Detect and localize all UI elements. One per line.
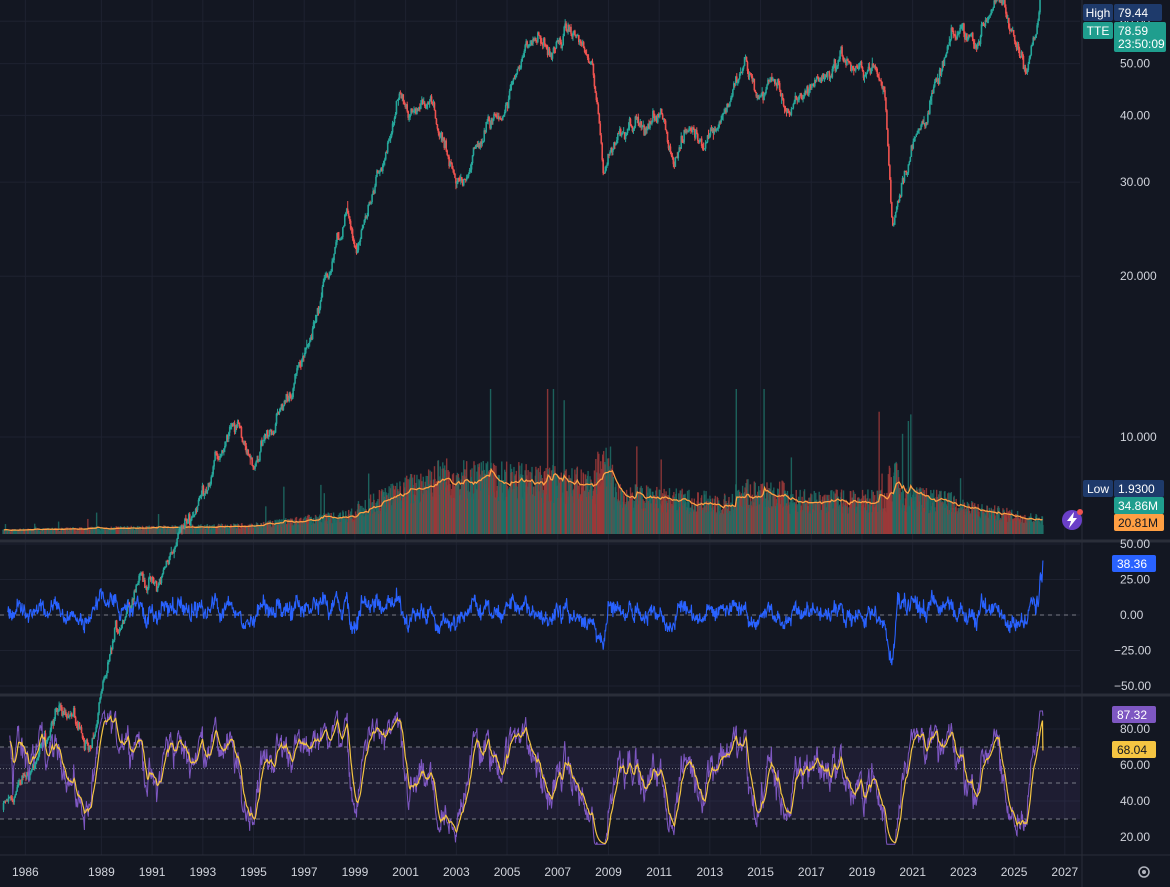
time-tick-label: 2003: [443, 865, 470, 879]
rsi-axis[interactable]: 80.00 60.00 40.00 20.00: [1120, 722, 1150, 844]
rsi-ma-badge: 68.04: [1112, 741, 1156, 758]
time-tick-label: 2023: [950, 865, 977, 879]
volume-ma-line: [3, 467, 1043, 531]
symbol-label: TTE: [1087, 24, 1110, 38]
rsi-tick-label: 20.00: [1120, 830, 1150, 844]
rsi-line: [9, 709, 1044, 845]
price-tick-label: 30.00: [1120, 175, 1150, 189]
momentum-value: 38.36: [1117, 557, 1147, 571]
volume-bars: [2, 389, 1044, 534]
lightning-bolt-icon: [1067, 512, 1077, 528]
price-candles: [2, 0, 1041, 813]
time-tick-label: 1999: [342, 865, 369, 879]
time-tick-label: 1989: [88, 865, 115, 879]
time-tick-label: 2007: [544, 865, 571, 879]
last-price-badge: TTE 78.59 23:50:09: [1083, 22, 1166, 52]
time-tick-label: 2025: [1001, 865, 1028, 879]
momentum-tick-label: 25.00: [1120, 573, 1150, 587]
low-badge: Low 1.9300: [1083, 480, 1164, 497]
momentum-badge: 38.36: [1112, 555, 1156, 572]
settings-button[interactable]: [1138, 866, 1150, 878]
time-tick-label: 2021: [899, 865, 926, 879]
momentum-tick-label: 0.00: [1120, 608, 1144, 622]
grid-lines: [0, 0, 1080, 855]
high-badge-value: 79.44: [1118, 6, 1148, 20]
time-tick-label: 2013: [697, 865, 724, 879]
low-badge-value: 1.9300: [1118, 482, 1155, 496]
rsi-badge: 87.32: [1112, 706, 1156, 723]
volume-ma-badge: 20.81M: [1114, 514, 1164, 531]
volume-ma-value: 20.81M: [1118, 516, 1158, 530]
rsi-ma-value: 68.04: [1117, 743, 1147, 757]
price-tick-label: 10.000: [1120, 430, 1157, 444]
high-badge: High 79.44: [1083, 4, 1162, 21]
momentum-tick-label: −25.00: [1114, 644, 1151, 658]
assistant-button[interactable]: [1062, 509, 1083, 530]
bar-countdown: 23:50:09: [1118, 37, 1165, 51]
time-tick-label: 2019: [849, 865, 876, 879]
last-price-value: 78.59: [1118, 24, 1148, 38]
time-tick-label: 1991: [139, 865, 166, 879]
price-tick-label: 50.00: [1120, 57, 1150, 71]
time-tick-label: 1986: [12, 865, 39, 879]
momentum-tick-label: 50.00: [1120, 537, 1150, 551]
time-tick-label: 2001: [392, 865, 419, 879]
time-tick-label: 1995: [240, 865, 267, 879]
time-tick-label: 2017: [798, 865, 825, 879]
rsi-value: 87.32: [1117, 708, 1147, 722]
rsi-band: [0, 746, 1080, 820]
momentum-line: [0, 560, 1080, 666]
time-tick-label: 2027: [1051, 865, 1078, 879]
time-tick-label: 2009: [595, 865, 622, 879]
high-badge-label: High: [1086, 6, 1111, 20]
momentum-axis[interactable]: 50.00 25.00 0.00 −25.00 −50.00: [1114, 537, 1151, 693]
time-tick-label: 2015: [747, 865, 774, 879]
price-tick-label: 20.000: [1120, 269, 1157, 283]
momentum-tick-label: −50.00: [1114, 679, 1151, 693]
price-tick-label: 40.00: [1120, 108, 1150, 122]
time-tick-label: 1993: [189, 865, 216, 879]
time-axis[interactable]: 1986 1989 1991 1993 1995 1997 1999 2001 2003 2005…: [12, 865, 1078, 879]
low-badge-label: Low: [1087, 482, 1109, 496]
rsi-tick-label: 40.00: [1120, 794, 1150, 808]
time-tick-label: 1997: [291, 865, 318, 879]
gear-icon-center: [1142, 870, 1146, 874]
rsi-tick-label: 60.00: [1120, 758, 1150, 772]
time-tick-label: 2011: [646, 865, 672, 879]
volume-value: 34.86M: [1118, 499, 1158, 513]
rsi-tick-label: 80.00: [1120, 722, 1150, 736]
notification-dot: [1077, 509, 1083, 515]
volume-badge: 34.86M: [1114, 497, 1164, 514]
gear-icon: [1138, 866, 1150, 878]
time-tick-label: 2005: [494, 865, 521, 879]
